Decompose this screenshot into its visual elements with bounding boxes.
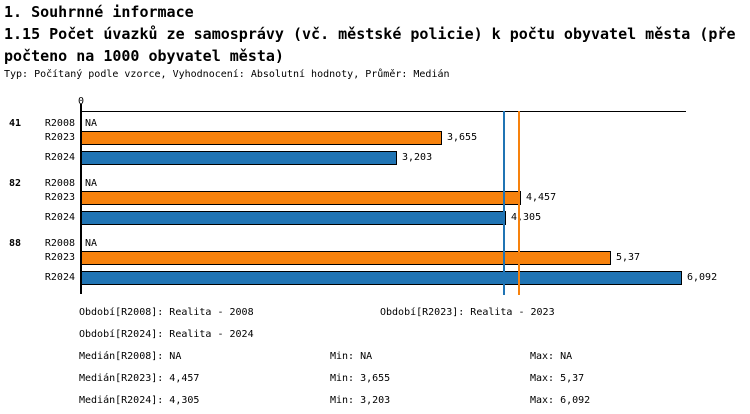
group-label-41: 41 <box>9 118 22 129</box>
bar-value-label: 4,457 <box>526 192 557 203</box>
indicator-title-line1: 1.15 Počet úvazků ze samosprávy (vč. měs… <box>4 25 736 43</box>
x-axis-zero-tick-label: 0 <box>77 96 85 107</box>
stat-min-r2023: Min: 3,655 <box>330 373 391 384</box>
indicator-title-line2: počteno na 1000 obyvatel města) <box>4 47 284 65</box>
stat-max-r2008: Max: NA <box>530 351 573 362</box>
bar-value-label: 3,655 <box>447 132 478 143</box>
stat-median-r2024: Medián[R2024]: 4,305 <box>79 395 200 406</box>
bar-value-label: 5,37 <box>616 252 641 263</box>
section-title: 1. Souhrnné informace <box>4 3 194 21</box>
bar-R2024 <box>81 151 397 165</box>
row-label-R2008: R2008 <box>44 118 75 129</box>
x-axis-line <box>81 111 686 112</box>
bar-R2023 <box>81 191 521 205</box>
stat-obdobi-r2008: Období[R2008]: Realita - 2008 <box>79 307 254 318</box>
stat-max-r2023: Max: 5,37 <box>530 373 585 384</box>
median-R2024-line <box>503 111 505 295</box>
group-label-82: 82 <box>9 178 22 189</box>
row-label-R2024: R2024 <box>44 212 75 223</box>
row-label-R2023: R2023 <box>44 252 75 263</box>
na-label-R2008: NA <box>85 238 98 249</box>
stat-obdobi-r2024: Období[R2024]: Realita - 2024 <box>79 329 254 340</box>
stat-obdobi-r2023: Období[R2023]: Realita - 2023 <box>380 307 555 318</box>
row-label-R2008: R2008 <box>44 178 75 189</box>
bar-value-label: 6,092 <box>687 272 718 283</box>
bar-R2024 <box>81 211 506 225</box>
na-label-R2008: NA <box>85 118 98 129</box>
bar-value-label: 4,305 <box>511 212 542 223</box>
stat-min-r2008: Min: NA <box>330 351 373 362</box>
median-R2023-line <box>518 111 520 295</box>
row-label-R2024: R2024 <box>44 152 75 163</box>
indicator-meta: Typ: Počítaný podle vzorce, Vyhodnocení:… <box>4 69 450 80</box>
row-label-R2024: R2024 <box>44 272 75 283</box>
stat-min-r2024: Min: 3,203 <box>330 395 391 406</box>
row-label-R2023: R2023 <box>44 192 75 203</box>
row-label-R2023: R2023 <box>44 132 75 143</box>
bar-R2023 <box>81 131 442 145</box>
group-label-88: 88 <box>9 238 22 249</box>
na-label-R2008: NA <box>85 178 98 189</box>
stat-median-r2008: Medián[R2008]: NA <box>79 351 182 362</box>
stat-median-r2023: Medián[R2023]: 4,457 <box>79 373 200 384</box>
bar-value-label: 3,203 <box>402 152 433 163</box>
bar-R2024 <box>81 271 682 285</box>
bar-R2023 <box>81 251 611 265</box>
stat-max-r2024: Max: 6,092 <box>530 395 591 406</box>
row-label-R2008: R2008 <box>44 238 75 249</box>
